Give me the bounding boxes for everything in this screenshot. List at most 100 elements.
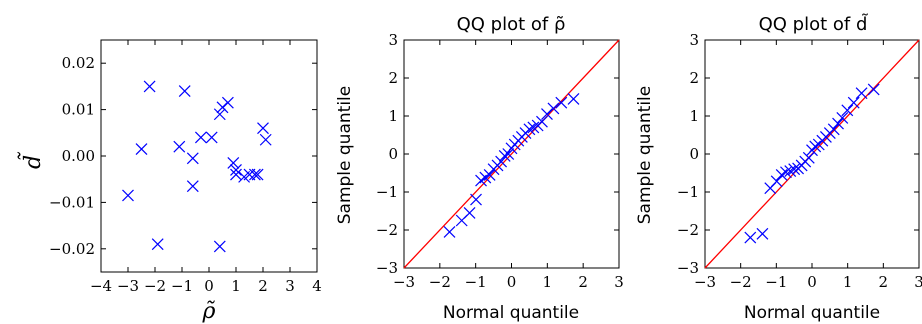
- x-tick-label: −2: [429, 273, 451, 291]
- qq-panel-d: QQ plot of d̃ −3 −2 −1 0 1 2 3 −3 −2 −1 0 1 2 3 Norma…: [635, 14, 922, 323]
- y-tick-label: −1: [376, 183, 398, 201]
- data-point-marker: [186, 152, 199, 165]
- marks-group: [122, 80, 272, 253]
- marker-stroke: [855, 87, 868, 100]
- marker-stroke: [205, 131, 218, 144]
- y-tick-label: 0.00: [62, 147, 95, 165]
- data-point-marker: [135, 143, 148, 155]
- panel-title: QQ plot of ρ̃: [457, 14, 566, 35]
- marker-stroke: [443, 225, 456, 238]
- x-tick-label: 0: [507, 273, 517, 291]
- data-point-marker: [470, 193, 482, 206]
- data-point-marker: [527, 121, 540, 134]
- data-point-marker: [178, 85, 191, 97]
- plot-frame: [100, 39, 318, 273]
- y-tick-label: 2: [388, 69, 398, 87]
- data-point-marker: [143, 80, 156, 93]
- tick-group: −4 −3 −2 −1 0 1 2 3 4 −0.02 −0.01 0.00 0.01 0.02: [49, 40, 322, 295]
- marker-stroke: [780, 166, 792, 179]
- data-point-marker: [836, 111, 849, 124]
- data-point-marker: [536, 115, 548, 128]
- marker-stroke: [527, 121, 540, 134]
- x-tick-label: 1: [843, 273, 853, 291]
- marker-stroke: [178, 85, 191, 97]
- x-tick-label: −3: [694, 273, 716, 291]
- data-point-marker: [227, 157, 240, 169]
- marker-stroke: [567, 92, 580, 105]
- x-tick-label: −1: [765, 273, 787, 291]
- x-tick-label: 2: [879, 273, 889, 291]
- marker-stroke: [756, 227, 769, 240]
- x-tick-label: 0: [807, 273, 817, 291]
- x-tick-label: −4: [90, 277, 112, 295]
- data-point-marker: [213, 240, 226, 253]
- marker-stroke: [186, 152, 199, 165]
- x-axis-label: Normal quantile: [744, 303, 880, 323]
- marker-stroke: [213, 108, 226, 121]
- x-tick-label: −2: [144, 277, 166, 295]
- data-point-marker: [744, 231, 757, 244]
- y-tick-label: −0.02: [49, 240, 95, 258]
- marker-stroke: [463, 206, 476, 219]
- data-point-marker: [502, 148, 515, 160]
- data-point-marker: [205, 131, 218, 144]
- data-point-marker: [463, 206, 476, 219]
- marker-stroke: [227, 157, 240, 169]
- data-point-marker: [809, 140, 822, 153]
- marker-stroke: [555, 96, 568, 109]
- marker-stroke: [143, 80, 156, 93]
- y-tick-label: 0.01: [62, 101, 95, 119]
- y-tick-label: 3: [689, 31, 699, 49]
- x-tick-label: 1: [543, 273, 553, 291]
- marker-stroke: [744, 231, 757, 244]
- y-axis-label: Sample quantile: [635, 86, 655, 224]
- y-tick-label: 0: [388, 145, 398, 163]
- marker-stroke: [122, 189, 134, 202]
- marker-stroke: [135, 143, 148, 155]
- marker-stroke: [832, 117, 844, 130]
- marker-stroke: [847, 96, 860, 109]
- y-tick-label: 1: [689, 107, 699, 125]
- data-point-marker: [847, 96, 860, 109]
- marker-stroke: [827, 123, 840, 136]
- y-tick-label: 1: [388, 107, 398, 125]
- marker-stroke: [841, 104, 854, 117]
- marks-group: [704, 39, 920, 269]
- data-point-marker: [802, 151, 815, 164]
- data-point-marker: [122, 189, 134, 202]
- y-tick-label: −2: [677, 221, 699, 239]
- marker-stroke: [547, 102, 560, 115]
- data-point-marker: [555, 96, 568, 109]
- y-tick-label: −0.01: [49, 193, 95, 211]
- data-point-marker: [443, 225, 456, 238]
- marker-stroke: [186, 180, 199, 193]
- y-tick-label: −2: [376, 221, 398, 239]
- marker-stroke: [770, 175, 783, 188]
- data-point-marker: [780, 166, 792, 179]
- marker-stroke: [784, 165, 797, 178]
- data-point-marker: [186, 180, 199, 193]
- marker-stroke: [788, 163, 801, 176]
- marker-stroke: [230, 168, 242, 181]
- qq-panel-rho: QQ plot of ρ̃ −3 −2 −1 0 1 2 3 −3 −2 −1 0 1 2 3 Norma…: [335, 14, 624, 323]
- y-tick-label: 0.02: [62, 54, 95, 72]
- marker-stroke: [259, 133, 272, 146]
- y-tick-label: 0: [689, 145, 699, 163]
- marker-stroke: [470, 193, 482, 206]
- x-tick-label: 4: [312, 277, 322, 295]
- marker-stroke: [809, 140, 822, 153]
- marker-stroke: [151, 238, 164, 251]
- data-point-marker: [827, 123, 840, 136]
- marker-stroke: [230, 163, 242, 176]
- y-tick-label: −3: [677, 259, 699, 277]
- data-point-marker: [855, 87, 868, 100]
- marker-stroke: [251, 168, 264, 181]
- data-point-marker: [194, 131, 207, 144]
- marker-stroke: [248, 168, 261, 181]
- data-point-marker: [567, 92, 580, 105]
- data-point-marker: [248, 168, 261, 181]
- x-tick-label: 3: [914, 273, 922, 291]
- data-point-marker: [756, 227, 769, 240]
- data-point-marker: [173, 140, 186, 153]
- data-point-marker: [841, 104, 854, 117]
